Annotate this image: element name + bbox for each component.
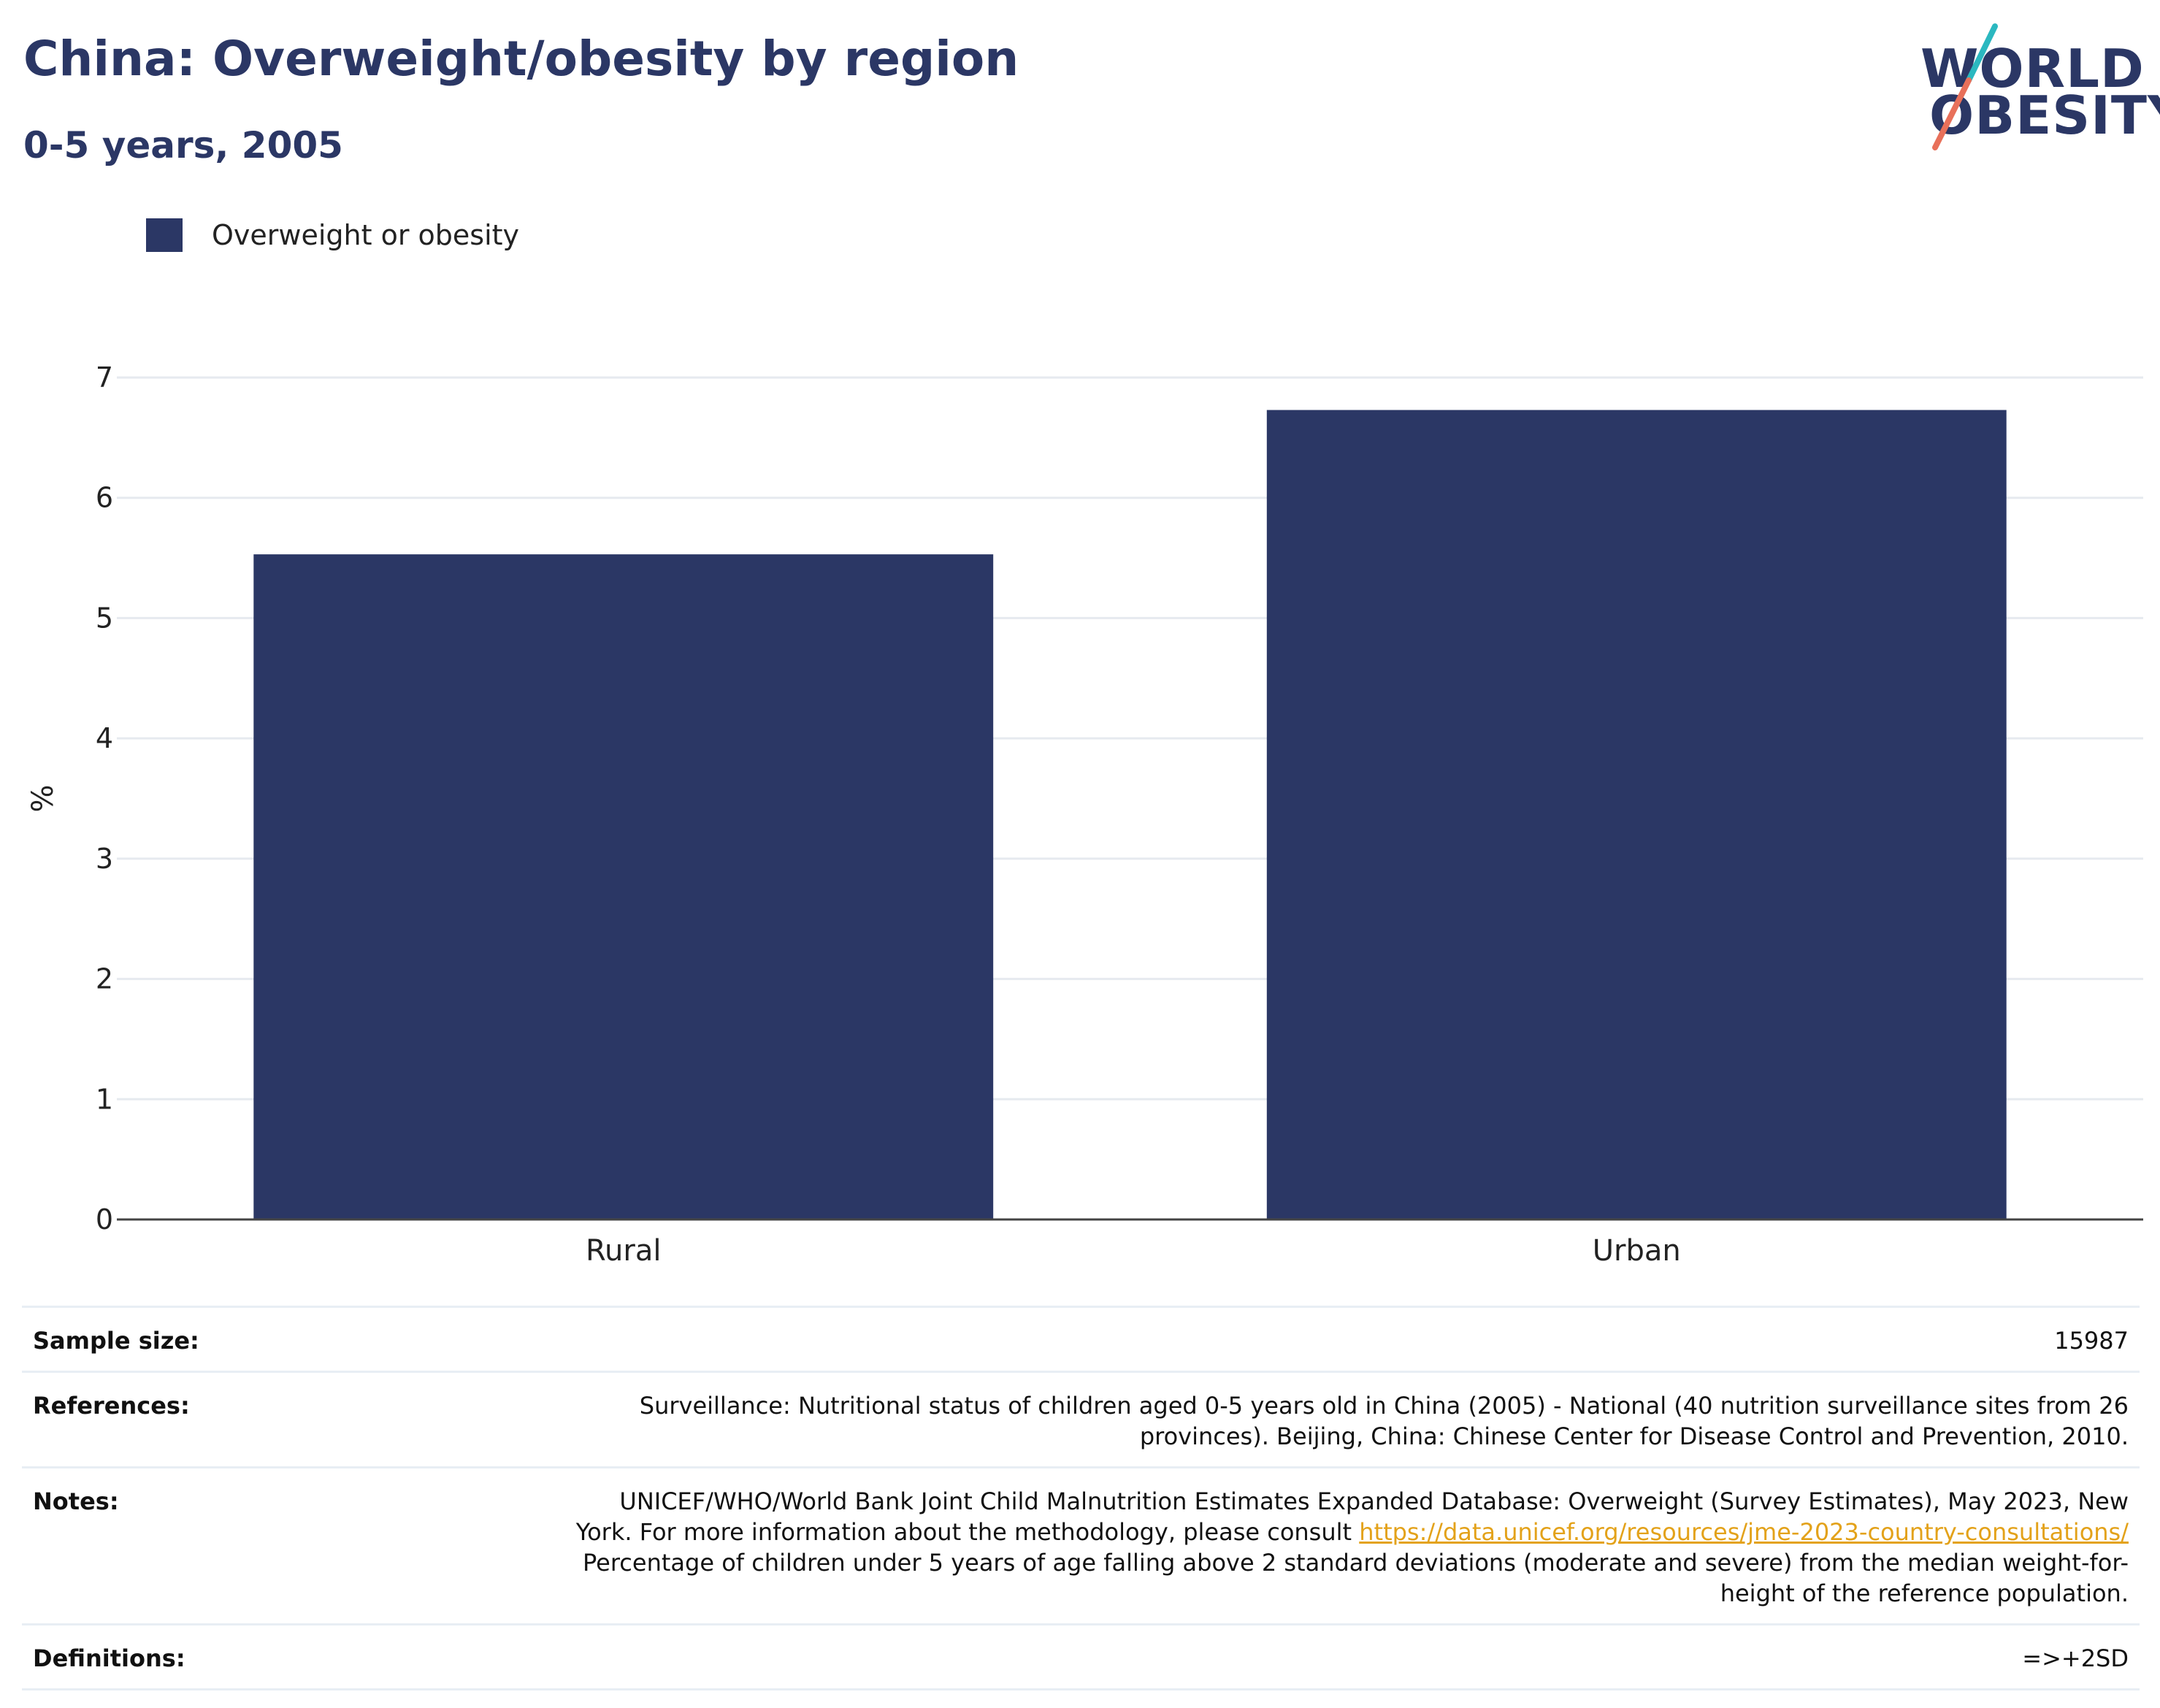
axis-layer: 0 1 2 3 4 5 6 7 Rural Urban% — [26, 361, 2143, 1268]
notes-label: Notes: — [33, 1487, 119, 1515]
info-row-sample-size: Sample size: 15987 — [22, 1306, 2140, 1371]
notes-line-4: height of the reference population. — [1720, 1579, 2129, 1607]
logo-line-2: OBESITY — [1929, 85, 2160, 146]
y-tick-label: 2 — [96, 963, 113, 995]
sample-size-label: Sample size: — [33, 1327, 199, 1355]
bar-rural — [253, 554, 994, 1219]
definitions-value: =>+2SD — [2022, 1644, 2129, 1672]
y-tick-label: 3 — [96, 843, 113, 875]
y-tick-label: 7 — [96, 361, 113, 394]
world-obesity-logo: WORLD OBESITY — [1899, 22, 2160, 153]
notes-line-2-text: York. For more information about the met… — [575, 1518, 1360, 1546]
y-tick-label: 0 — [96, 1203, 113, 1236]
y-tick-label: 6 — [96, 482, 113, 514]
definitions-label: Definitions: — [33, 1644, 185, 1672]
bar-layer — [253, 410, 2007, 1219]
x-tick-label: Urban — [1593, 1234, 1681, 1268]
chart-subtitle: 0-5 years, 2005 — [23, 124, 343, 166]
notes-line-1: UNICEF/WHO/World Bank Joint Child Malnut… — [619, 1487, 2129, 1515]
references-value: Surveillance: Nutritional status of chil… — [310, 1390, 2129, 1452]
info-row-definitions: Definitions: =>+2SD — [22, 1623, 2140, 1690]
notes-value: UNICEF/WHO/World Bank Joint Child Malnut… — [310, 1486, 2129, 1609]
y-axis-label: % — [26, 784, 60, 812]
references-label: References: — [33, 1392, 190, 1420]
legend-label: Overweight or obesity — [212, 219, 520, 251]
info-table: Sample size: 15987 References: Surveilla… — [22, 1306, 2140, 1690]
references-line-2: provinces). Beijing, China: Chinese Cent… — [1139, 1422, 2129, 1450]
references-line-1: Surveillance: Nutritional status of chil… — [639, 1392, 2129, 1420]
notes-line-2: York. For more information about the met… — [310, 1517, 2129, 1547]
x-tick-label: Rural — [586, 1234, 661, 1268]
y-tick-label: 5 — [96, 602, 113, 634]
logo-slash-icon — [1932, 23, 1998, 150]
bar-urban — [1266, 410, 2007, 1219]
sample-size-value: 15987 — [2054, 1327, 2129, 1355]
chart-title: China: Overweight/obesity by region — [23, 31, 1019, 87]
y-tick-label: 1 — [96, 1083, 113, 1115]
notes-line-3: Percentage of children under 5 years of … — [583, 1549, 2129, 1577]
info-row-references: References: Surveillance: Nutritional st… — [22, 1371, 2140, 1466]
methodology-link[interactable]: https://data.unicef.org/resources/jme-20… — [1359, 1518, 2129, 1546]
legend-swatch — [146, 218, 183, 252]
info-row-notes: Notes: UNICEF/WHO/World Bank Joint Child… — [22, 1466, 2140, 1623]
bar-chart: 0 1 2 3 4 5 6 7 Rural Urban% — [26, 361, 2143, 1268]
logo-line-1: WORLD — [1920, 38, 2145, 99]
y-tick-label: 4 — [96, 722, 113, 754]
legend: Overweight or obesity — [146, 216, 519, 254]
